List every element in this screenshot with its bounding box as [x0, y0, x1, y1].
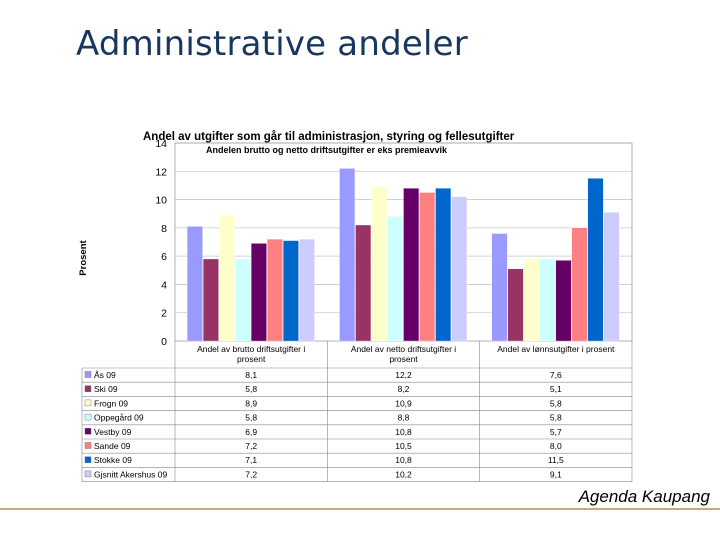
chart-title: Andel av utgifter som går til administra…: [143, 131, 515, 143]
legend-label: Ås 09: [94, 370, 116, 380]
bar: [571, 227, 588, 342]
category-label: Andel av netto driftsutgifter i prosent: [351, 344, 456, 364]
y-tick-label: 4: [161, 279, 167, 291]
chart-subtitle: Andelen brutto og netto driftsutgifter e…: [206, 145, 448, 155]
bar: [187, 226, 203, 342]
y-tick-labels: 0 2 4 6 8 10 12 14: [155, 138, 167, 348]
bar: [491, 233, 508, 342]
footer-divider: [0, 508, 720, 510]
bar: [555, 260, 572, 342]
data-cell: 9,1: [550, 469, 562, 479]
bar: [235, 258, 251, 342]
y-tick-label: 0: [161, 336, 167, 348]
data-cell: 8,9: [245, 398, 257, 408]
data-cell: 5,8: [245, 384, 257, 394]
bar: [507, 268, 524, 342]
bar: [587, 178, 604, 342]
bar: [523, 258, 540, 342]
slide-title: Administrative andeler: [76, 24, 468, 64]
legend-swatch: [84, 428, 92, 435]
bar: [387, 216, 404, 342]
bar: [603, 212, 620, 342]
legend-label: Vestby 09: [94, 427, 132, 437]
bars: [187, 168, 620, 342]
footer-text: Agenda Kaupang: [578, 487, 710, 506]
legend-label: Oppegård 09: [94, 413, 144, 423]
data-table: Ås 09 8,1 12,2 7,6 Ski 09 5,8 8,2 5,1 Frogn 09 8,…: [81, 341, 633, 482]
bar: [283, 240, 299, 342]
y-axis-label: Prosent: [78, 239, 89, 275]
legend-swatch: [84, 442, 92, 449]
legend-label: Stokke 09: [94, 455, 132, 465]
bar: [203, 258, 219, 342]
bar: [539, 258, 556, 342]
y-tick-label: 14: [155, 138, 167, 150]
data-cell: 5,8: [550, 398, 562, 408]
y-tick-label: 6: [161, 251, 167, 263]
y-tick-label: 12: [155, 166, 167, 178]
category-label: Andel av lønnsutgifter i prosent: [497, 344, 615, 354]
bar: [355, 224, 372, 342]
data-cell: 7,2: [245, 469, 257, 479]
bar: [267, 239, 283, 342]
bar: [451, 196, 468, 342]
data-cell: 11,5: [548, 455, 564, 465]
legend-swatch: [84, 456, 92, 463]
data-cell: 10,8: [395, 455, 412, 465]
bar: [435, 188, 452, 342]
bar: [339, 168, 356, 342]
legend-swatch: [84, 371, 92, 378]
legend-swatch: [84, 385, 92, 392]
bar: [419, 192, 436, 342]
data-cell: 5,8: [245, 413, 257, 423]
legend-label: Frogn 09: [94, 398, 128, 408]
data-cell: 7,6: [550, 370, 562, 380]
bar: [251, 243, 267, 342]
data-cell: 7,2: [245, 441, 257, 451]
data-cell: 10,9: [395, 398, 412, 408]
legend-swatch: [84, 413, 92, 421]
data-cell: 5,8: [550, 413, 562, 423]
data-cell: 8,0: [550, 441, 562, 451]
legend-label: Ski 09: [94, 384, 118, 394]
data-cell: 8,8: [398, 413, 410, 423]
bar: [299, 239, 315, 342]
data-cell: 5,1: [550, 384, 562, 394]
legend-swatch: [84, 470, 92, 478]
legend-swatch: [84, 399, 92, 407]
data-cell: 10,5: [395, 441, 412, 451]
legend-label: Gjsnitt Akershus 09: [94, 469, 168, 479]
y-tick-label: 2: [161, 308, 167, 320]
data-cell: 10,2: [395, 469, 412, 479]
bar: [403, 188, 420, 342]
category-label: Andel av brutto driftsutgifter i prosent: [197, 344, 305, 364]
data-cell: 12,2: [395, 370, 412, 380]
bar: [371, 186, 388, 342]
data-cell: 8,2: [398, 384, 410, 394]
data-cell: 6,9: [245, 427, 257, 437]
legend-label: Sande 09: [94, 441, 131, 451]
y-tick-label: 10: [155, 195, 167, 207]
y-tick-label: 8: [161, 223, 167, 235]
bar: [219, 214, 235, 342]
data-cell: 7,1: [245, 455, 257, 465]
data-cell: 10,8: [395, 427, 412, 437]
data-cell: 8,1: [245, 370, 257, 380]
category-labels: Andel av brutto driftsutgifter i prosent A…: [197, 344, 615, 364]
data-cell: 5,7: [550, 427, 562, 437]
